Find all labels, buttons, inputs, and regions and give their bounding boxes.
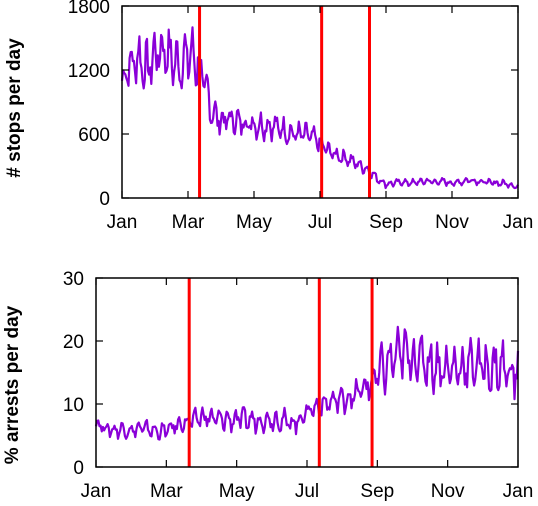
arrests-x-tick-label: Jul: [295, 481, 319, 502]
stops-x-tick-label: Sep: [369, 212, 403, 233]
stops-x-tick-label: Mar: [172, 212, 205, 233]
stops-x-tick-label: Jul: [308, 212, 332, 233]
arrests-series-line: [94, 325, 520, 441]
arrests-y-tick-label: 0: [73, 458, 84, 479]
arrests-x-tick-label: Sep: [360, 481, 394, 502]
arrests-x-tick-label: Jan: [81, 481, 112, 502]
arrests-x-tick-label: Jan: [503, 481, 534, 502]
stops-x-tick-label: May: [236, 212, 272, 233]
arrests-chart: 0 10 20 30 Jan Mar May Jul Sep Nov Jan % arrests p…: [2, 269, 533, 502]
stops-plot-frame: [121, 5, 519, 199]
stops-series-line: [120, 26, 519, 190]
stops-y-tick-label: 0: [99, 189, 110, 210]
arrests-x-tick-label: Nov: [431, 481, 465, 502]
stops-y-tick-label: 1800: [68, 0, 110, 18]
stops-y-axis-label: # stops per day: [4, 38, 25, 178]
stops-x-tick-label: Nov: [435, 212, 469, 233]
stops-x-tick-label: Jan: [107, 212, 138, 233]
arrests-x-tick-label: May: [219, 481, 255, 502]
arrests-y-tick-label: 10: [63, 395, 84, 416]
stops-x-tick-label: Jan: [503, 212, 534, 233]
arrests-y-tick-label: 20: [63, 332, 84, 353]
stops-y-tick-label: 600: [78, 125, 110, 146]
arrests-x-tick-label: Mar: [150, 481, 183, 502]
arrests-y-tick-label: 30: [63, 269, 84, 290]
stops-chart: 0 600 1200 1800 Jan Mar May Jul Sep Nov Jan # stop…: [4, 0, 533, 233]
arrests-y-axis-label: % arrests per day: [2, 305, 23, 464]
stops-y-tick-label: 1200: [68, 61, 110, 82]
